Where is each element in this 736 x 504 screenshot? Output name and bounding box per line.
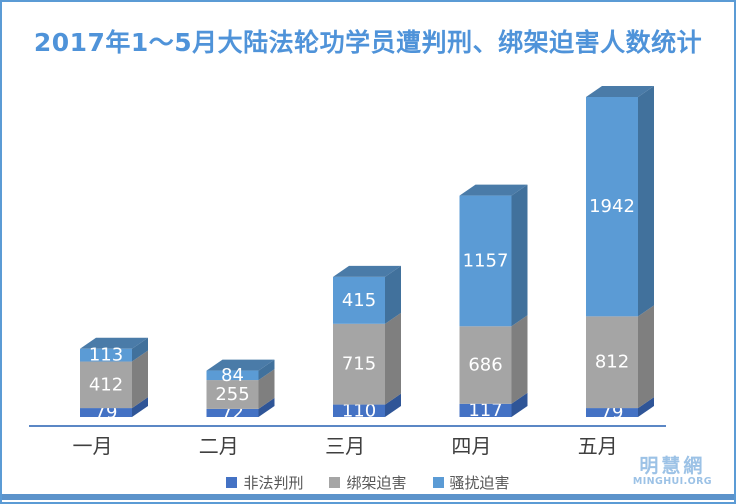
bar-segment-side — [511, 392, 528, 417]
footer-bar — [2, 494, 734, 500]
bar-segment-side — [638, 305, 654, 409]
bar-top-face — [80, 337, 148, 349]
legend-item: 非法判刑 — [226, 472, 303, 493]
bar-value-label: 110 — [342, 400, 376, 421]
bar-segment-side — [132, 337, 148, 362]
bar-top-face — [333, 265, 401, 277]
bar-value-label: 84 — [221, 365, 244, 386]
bar-value-label: 1157 — [463, 250, 509, 271]
bar-segment — [206, 370, 259, 381]
bar-value-label: 1942 — [589, 196, 635, 217]
bar-segment — [586, 316, 638, 409]
minghui-logo-english: MINGHUI.ORG — [632, 475, 712, 487]
legend-item: 绑架迫害 — [329, 472, 407, 493]
bar-segment — [586, 408, 638, 417]
bar-segment — [206, 408, 259, 417]
bar-segment — [80, 408, 132, 417]
bar-top-face — [586, 86, 654, 97]
bar-segment-side — [258, 359, 275, 381]
stacked-bar-chart: 79412113一月7225584二月110715415三月1176861157… — [29, 86, 666, 458]
chart-legend: 非法判刑 绑架迫害 骚扰迫害 — [2, 472, 734, 493]
bar-segment — [459, 403, 512, 417]
bar-segment-side — [132, 397, 148, 417]
bar-value-label: 686 — [468, 355, 502, 376]
bar-segment-side — [132, 350, 148, 409]
bar-value-label: 255 — [215, 384, 249, 405]
bar-segment — [333, 276, 385, 324]
bar-segment-side — [385, 393, 401, 417]
bar-segment — [586, 97, 638, 317]
bar-top-face — [459, 184, 528, 196]
bar-segment — [459, 326, 512, 404]
bar-value-label: 415 — [342, 290, 376, 311]
bar-segment — [333, 404, 385, 417]
legend-swatch — [226, 477, 238, 488]
x-axis-label: 一月 — [73, 434, 113, 458]
bar-segment — [206, 380, 259, 409]
bar-value-label: 812 — [595, 352, 629, 373]
bar-value-label: 113 — [89, 345, 123, 366]
bar-segment — [459, 195, 512, 327]
bar-top-face — [206, 359, 275, 371]
legend-item: 骚扰迫害 — [432, 472, 510, 493]
bar-segment — [80, 361, 132, 409]
bar-segment — [80, 348, 132, 362]
legend-label: 绑架迫害 — [346, 474, 407, 492]
legend-swatch — [432, 477, 444, 488]
legend-swatch — [329, 477, 341, 488]
x-axis-label: 三月 — [325, 434, 365, 458]
legend-label: 骚扰迫害 — [449, 474, 510, 492]
bar-segment-side — [638, 86, 654, 317]
bar-segment-side — [385, 312, 401, 405]
x-axis-label: 二月 — [199, 434, 239, 458]
bar-value-label: 412 — [89, 374, 123, 395]
bar-segment-side — [385, 265, 401, 324]
minghui-logo: 明慧網 MINGHUI.ORG — [633, 456, 712, 487]
bar-segment-side — [638, 397, 654, 417]
bar-segment-side — [511, 315, 528, 404]
x-axis-label: 五月 — [578, 434, 618, 458]
x-axis-label: 四月 — [451, 434, 491, 458]
chart-title: 2017年1～5月大陆法轮功学员遭判刑、绑架迫害人数统计 — [33, 28, 703, 57]
minghui-logo-chinese: 明慧網 — [639, 455, 706, 477]
bar-value-label: 715 — [342, 354, 376, 375]
bar-segment-side — [258, 397, 275, 417]
bar-segment — [333, 323, 385, 405]
bar-value-label: 117 — [468, 400, 502, 421]
bar-segment-side — [511, 184, 528, 327]
bar-segment-side — [258, 369, 275, 409]
legend-label: 非法判刑 — [243, 474, 304, 492]
